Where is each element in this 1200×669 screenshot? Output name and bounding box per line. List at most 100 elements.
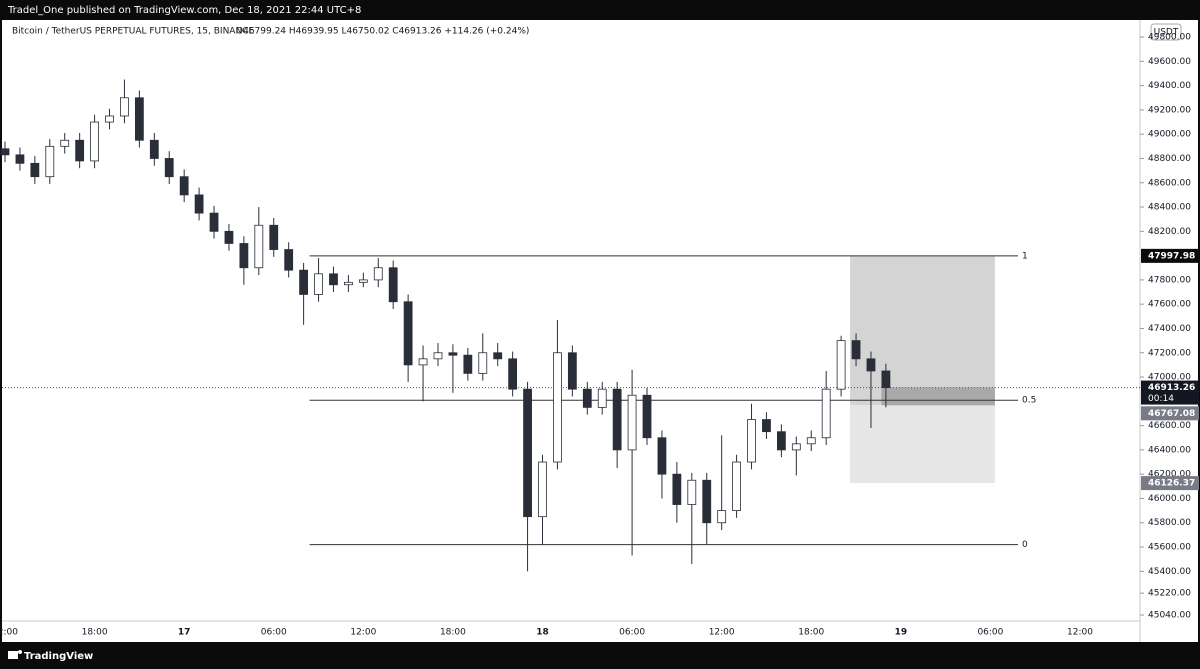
candle-body bbox=[612, 388, 622, 451]
currency-label[interactable]: USDT bbox=[1154, 28, 1179, 38]
candle-body bbox=[448, 352, 458, 356]
x-tick-label: 12:00 bbox=[1067, 628, 1093, 638]
y-tick-label: 46400.00 bbox=[1148, 445, 1191, 455]
y-tick-label: 45800.00 bbox=[1148, 518, 1191, 528]
candle-body bbox=[254, 224, 264, 269]
x-tick-label: 17 bbox=[178, 628, 191, 638]
y-tick-label: 45600.00 bbox=[1148, 543, 1191, 553]
x-tick-label: 18 bbox=[536, 628, 549, 638]
candle-body bbox=[642, 394, 652, 439]
candle-body bbox=[284, 249, 294, 271]
loss-zone bbox=[850, 405, 995, 484]
entry-price-label: 46767.08 bbox=[1148, 409, 1195, 419]
tradingview-logo bbox=[8, 650, 22, 659]
candle-body bbox=[299, 269, 309, 295]
y-tick-label: 46600.00 bbox=[1148, 421, 1191, 431]
candle-body bbox=[90, 121, 99, 162]
y-tick-label: 45400.00 bbox=[1148, 567, 1191, 577]
candle-body bbox=[776, 431, 786, 451]
countdown-label: 00:14 bbox=[1148, 394, 1174, 404]
candle-body bbox=[836, 340, 846, 390]
candle-body bbox=[179, 176, 189, 196]
candle-body bbox=[851, 340, 861, 360]
y-tick-label: 45220.00 bbox=[1148, 589, 1191, 599]
candle-body bbox=[717, 510, 727, 524]
fib-label: 0 bbox=[1022, 540, 1028, 550]
candle-body bbox=[358, 279, 368, 283]
candle-body bbox=[269, 224, 279, 250]
x-tick-label: 12:00 bbox=[0, 628, 18, 638]
candle-body bbox=[493, 352, 503, 360]
candle-body bbox=[314, 273, 323, 295]
candle-body bbox=[567, 352, 577, 390]
candle-body bbox=[194, 194, 204, 214]
candle-body bbox=[75, 139, 85, 162]
y-tick-label: 49400.00 bbox=[1148, 81, 1191, 91]
y-tick-label: 48400.00 bbox=[1148, 203, 1191, 213]
candle-body bbox=[373, 267, 383, 281]
candle-body bbox=[687, 479, 697, 505]
candle-body bbox=[403, 301, 413, 366]
entry-price-label-bg bbox=[1141, 406, 1199, 421]
candle-body bbox=[463, 354, 473, 374]
fib-label: 1 bbox=[1022, 251, 1028, 261]
candle-body bbox=[45, 145, 55, 178]
candle-body bbox=[508, 358, 518, 390]
candle-body bbox=[523, 388, 532, 518]
candle-body bbox=[0, 148, 10, 156]
candle-body bbox=[478, 352, 488, 374]
candle-body bbox=[209, 212, 219, 232]
candle-body bbox=[627, 394, 637, 451]
last-price-bg bbox=[1141, 380, 1199, 405]
candle-body bbox=[702, 479, 712, 524]
stop-price-label-bg bbox=[1141, 476, 1199, 491]
x-tick-label: 12:00 bbox=[350, 628, 376, 638]
candle-body bbox=[418, 358, 428, 366]
y-tick-label: 47400.00 bbox=[1148, 324, 1191, 334]
candle-body bbox=[762, 419, 771, 433]
publish-info: Tradel_One published on TradingView.com,… bbox=[7, 5, 361, 16]
x-tick-label: 18:00 bbox=[798, 628, 824, 638]
y-tick-label: 46000.00 bbox=[1148, 494, 1191, 504]
x-tick-label: 06:00 bbox=[977, 628, 1003, 638]
fib-label: 0.5 bbox=[1022, 396, 1036, 406]
candle-body bbox=[344, 281, 353, 286]
y-tick-label: 49800.00 bbox=[1148, 33, 1191, 43]
candle-body bbox=[224, 230, 234, 244]
plot: 49800.00 49600.00 49400.00 49200.00 49000.00… bbox=[0, 33, 1199, 638]
x-tick-label: 18:00 bbox=[82, 628, 108, 638]
candle-body bbox=[747, 419, 756, 463]
candle-body bbox=[597, 388, 607, 408]
y-tick-label: 47800.00 bbox=[1148, 275, 1191, 285]
candle-body bbox=[553, 352, 562, 463]
x-tick-label: 19 bbox=[895, 628, 908, 638]
y-tick-label: 49200.00 bbox=[1148, 105, 1191, 115]
candle-body bbox=[582, 388, 592, 408]
currency-button[interactable] bbox=[1150, 23, 1182, 41]
candle-body bbox=[149, 139, 159, 159]
ohlc-info: O46799.24 H46939.95 L46750.02 C46913.26 … bbox=[236, 27, 529, 37]
footer-brand: TradingView bbox=[24, 651, 93, 662]
candle-body bbox=[329, 273, 338, 286]
y-tick-label: 48200.00 bbox=[1148, 227, 1191, 237]
y-tick-label: 47600.00 bbox=[1148, 300, 1191, 310]
candle-body bbox=[30, 162, 40, 178]
profit-zone bbox=[850, 255, 995, 406]
candle-body bbox=[120, 97, 129, 117]
y-tick-label: 48800.00 bbox=[1148, 154, 1191, 164]
stop-price-label: 46126.37 bbox=[1148, 479, 1195, 489]
candle-body bbox=[791, 443, 801, 451]
candle-body bbox=[806, 437, 816, 445]
candle-body bbox=[388, 267, 398, 303]
x-tick-label: 06:00 bbox=[261, 628, 287, 638]
y-tick-label: 47000.00 bbox=[1148, 373, 1191, 383]
y-tick-label: 46200.00 bbox=[1148, 470, 1191, 480]
y-tick-label: 47200.00 bbox=[1148, 348, 1191, 358]
candle-body bbox=[821, 388, 831, 439]
last-price-label: 46913.26 bbox=[1148, 383, 1195, 393]
candle-body bbox=[134, 97, 144, 141]
candle-body bbox=[60, 139, 70, 147]
y-tick-label: 48600.00 bbox=[1148, 178, 1191, 188]
symbol-name: Bitcoin / TetherUS PERPETUAL FUTURES, 15… bbox=[12, 27, 254, 37]
candle-body bbox=[538, 461, 547, 518]
